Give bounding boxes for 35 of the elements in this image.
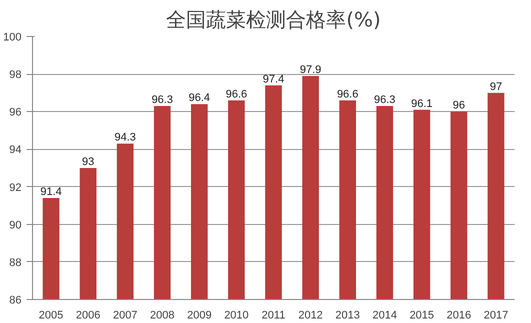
data-label: 94.3 (114, 132, 136, 144)
data-label: 91.4 (40, 186, 62, 198)
x-tick-label: 2010 (224, 310, 249, 322)
x-tick-label: 2007 (112, 310, 138, 322)
x-tick-label: 2016 (446, 310, 472, 322)
y-tick-label: 100 (3, 32, 22, 44)
data-label: 97 (490, 80, 502, 93)
chart-title: 全国蔬菜检测合格率(%) (166, 8, 381, 32)
y-tick-label: 94 (9, 144, 22, 156)
x-tick-label: 2017 (484, 310, 508, 322)
x-tick-label: 2011 (262, 310, 286, 322)
x-tick-label: 2005 (38, 310, 64, 322)
y-tick-label: 90 (9, 219, 22, 232)
data-label: 96.6 (336, 88, 358, 100)
x-tick-label: 2009 (187, 310, 212, 322)
y-tick-label: 96 (9, 106, 22, 119)
y-tick-label: 86 (9, 294, 22, 306)
x-tick-label: 2013 (335, 310, 360, 322)
y-tick-label: 92 (9, 182, 22, 194)
data-label: 96.6 (226, 88, 248, 100)
y-tick-label: 88 (9, 256, 22, 269)
data-label: 96.4 (188, 92, 210, 104)
y-tick-label: 98 (9, 69, 22, 82)
data-label: 97.9 (300, 64, 322, 76)
data-label: 93 (82, 156, 94, 168)
data-label: 97.4 (262, 73, 284, 86)
x-tick-label: 2014 (372, 310, 397, 322)
x-tick-label: 2006 (76, 310, 100, 322)
data-label: 96.1 (411, 98, 433, 110)
data-label: 96.3 (152, 94, 173, 106)
data-label: 96.3 (374, 94, 396, 106)
x-tick-label: 2015 (410, 310, 434, 322)
x-tick-label: 2008 (150, 310, 175, 322)
x-tick-label: 2012 (298, 310, 323, 322)
data-label: 96 (452, 100, 466, 112)
